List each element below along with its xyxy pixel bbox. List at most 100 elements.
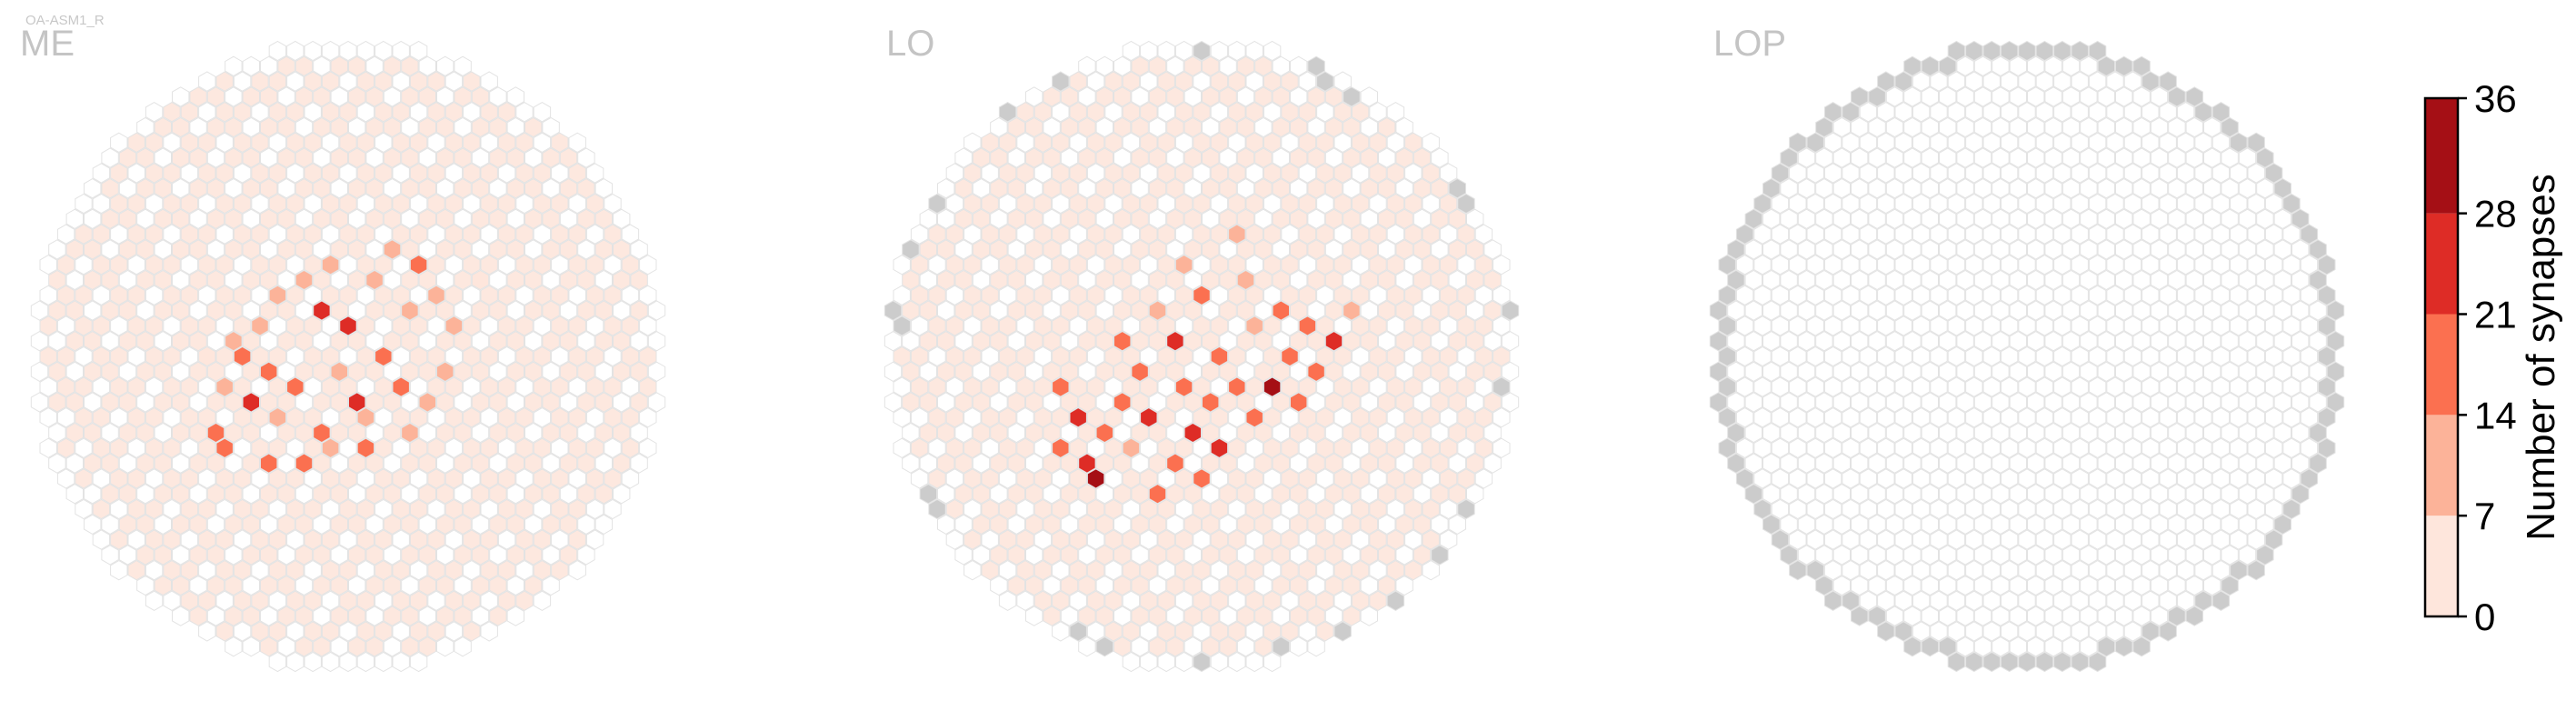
hex-cell <box>2159 560 2177 581</box>
hex-cell <box>1982 224 2001 245</box>
hex-cell <box>1815 239 1833 260</box>
hex-cell <box>1912 71 1931 92</box>
hex-cell <box>2221 422 2239 444</box>
hex-cell-value <box>1095 422 1113 444</box>
hex-cell <box>2168 392 2186 413</box>
hex-cell <box>1877 468 1895 489</box>
hex-cell-low <box>928 315 946 336</box>
hex-cell-missing <box>2168 606 2186 626</box>
hex-cell <box>1947 224 1966 245</box>
hex-cell-low <box>163 560 181 581</box>
hex-cell <box>1298 621 1317 642</box>
hex-cell-low <box>524 269 543 291</box>
hex-cell <box>1474 285 1493 305</box>
hex-cell <box>454 392 472 413</box>
hex-cell-low <box>1483 361 1502 382</box>
hex-cell <box>1877 498 1895 520</box>
hex-cell-low <box>436 392 454 413</box>
hex-cell-low <box>260 300 278 321</box>
hex-cell <box>2035 590 2054 611</box>
hex-cell-low <box>1263 255 1282 275</box>
hex-cell <box>613 300 631 321</box>
hex-cell <box>1965 102 1983 123</box>
hex-cell <box>2203 147 2222 168</box>
hex-cell-low <box>1333 345 1352 367</box>
hex-cell-missing <box>998 102 1017 123</box>
hex-cell <box>585 315 604 336</box>
hex-cell <box>277 86 295 107</box>
hex-cell-low <box>118 392 137 413</box>
hex-cell-low <box>937 239 955 260</box>
hex-cell-low <box>1069 376 1087 397</box>
hex-cell <box>910 468 929 489</box>
hex-cell <box>1122 590 1141 611</box>
hex-cell <box>2132 361 2151 382</box>
hex-cell-low <box>1202 422 1220 444</box>
hex-cell <box>1780 453 1798 474</box>
hex-cell-low <box>374 285 393 305</box>
hex-cell <box>1771 376 1790 397</box>
hex-cell <box>1254 484 1273 505</box>
hex-cell <box>2185 361 2203 382</box>
hex-cell-low <box>286 407 305 428</box>
hex-cell <box>2273 453 2291 474</box>
hex-cell-low <box>409 621 428 642</box>
hex-cell-low <box>489 514 507 535</box>
hex-cell-low <box>180 102 199 123</box>
hex-cell-low <box>945 437 964 458</box>
hex-cell <box>1307 575 1325 596</box>
hex-cell-low <box>1148 86 1167 107</box>
hex-cell <box>454 575 472 596</box>
hex-cell <box>2018 224 2036 245</box>
hex-cell <box>1903 392 1922 413</box>
hex-cell-low <box>1431 208 1449 229</box>
hex-cell <box>1744 239 1762 260</box>
hex-cell-low <box>145 132 164 153</box>
hex-cell-low <box>206 453 225 474</box>
hex-cell <box>2106 407 2124 428</box>
hex-cell <box>1753 285 1772 305</box>
hex-cell-low <box>242 178 260 199</box>
hex-cell-missing <box>1333 621 1352 642</box>
hex-cell-value <box>1086 468 1105 489</box>
hex-cell <box>1290 178 1308 199</box>
hex-cell <box>2132 208 2151 229</box>
hex-cell <box>2291 331 2310 352</box>
hex-cell-low <box>1183 606 1202 626</box>
hex-cell-low <box>427 102 445 123</box>
hex-cell <box>1771 193 1790 215</box>
hex-cell-low <box>1413 422 1432 444</box>
hex-cell-low <box>401 269 419 291</box>
hex-cell <box>1122 315 1141 336</box>
hex-cell-low <box>1395 300 1413 321</box>
hex-cell-low <box>268 376 287 397</box>
hex-cell <box>1780 269 1798 291</box>
hex-cell-low <box>1324 300 1343 321</box>
hex-cell-low <box>480 285 498 305</box>
hex-cell-low <box>401 86 419 107</box>
hex-cell-low <box>1457 376 1475 397</box>
hex-cell-missing <box>2212 590 2231 611</box>
hex-cell <box>2168 545 2186 566</box>
hex-cell <box>2027 545 2045 566</box>
hex-cell <box>2080 606 2098 626</box>
hex-cell-missing <box>1457 193 1475 215</box>
hex-cell-low <box>1333 437 1352 458</box>
hex-cell <box>1956 361 1974 382</box>
hex-cell <box>2238 484 2257 505</box>
hex-cell-low <box>339 376 357 397</box>
colorbar-segment <box>2425 516 2458 616</box>
hex-cell <box>2018 132 2036 153</box>
hex-cell <box>1193 255 1211 275</box>
hex-cell-low <box>515 224 534 245</box>
hex-cell-low <box>277 239 295 260</box>
hex-cell-low <box>1113 178 1132 199</box>
hex-cell <box>392 255 410 275</box>
hex-cell-low <box>401 514 419 535</box>
hex-cell-low <box>1183 55 1202 76</box>
hex-cell <box>1815 392 1833 413</box>
hex-cell <box>1744 331 1762 352</box>
hex-cell <box>215 132 234 153</box>
hex-cell <box>1762 453 1781 474</box>
hex-cell-low <box>585 376 604 397</box>
